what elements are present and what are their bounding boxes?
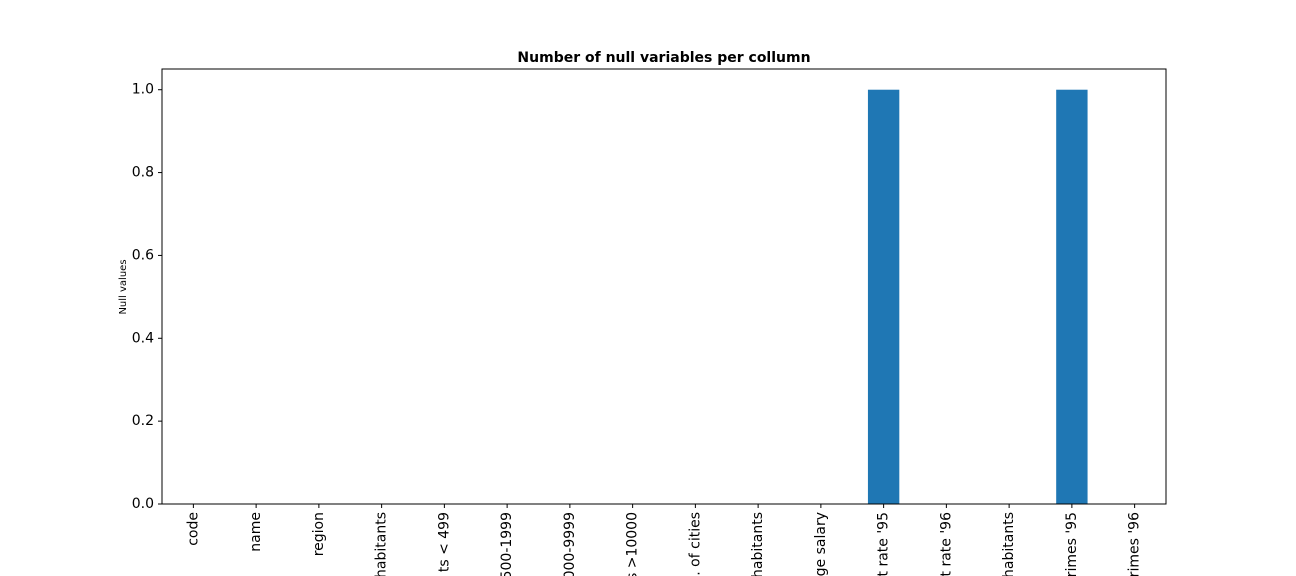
x-tick-label: name	[248, 512, 264, 552]
x-tick-label: t rate '95	[876, 512, 892, 576]
x-tick-label: code	[185, 512, 201, 546]
x-tick-label: 000-9999	[562, 512, 578, 576]
x-tick-label: t rate '96	[938, 512, 954, 576]
x-tick-label: rimes '96	[1127, 512, 1143, 576]
x-tick-label: s >10000	[625, 512, 641, 576]
y-axis-label: Null values	[118, 259, 129, 314]
x-tick-label: 500-1999	[499, 512, 515, 576]
chart-title: Number of null variables per collumn	[517, 50, 810, 66]
x-tick-label: region	[311, 512, 327, 556]
x-tick-label: . of cities	[687, 512, 703, 576]
bar	[1056, 89, 1088, 504]
x-tick-label: rimes '95	[1064, 512, 1080, 576]
x-tick-label: ts < 499	[436, 512, 452, 572]
y-tick-label: 1.0	[132, 82, 154, 98]
x-tick-label: ge salary	[813, 512, 829, 576]
y-tick-label: 0.0	[132, 496, 154, 512]
x-tick-label: habitants	[374, 512, 390, 576]
y-tick-label: 0.4	[132, 330, 154, 346]
x-tick-label: habitants	[1001, 512, 1017, 576]
y-tick-label: 0.8	[132, 165, 154, 181]
y-tick-label: 0.2	[132, 413, 154, 429]
y-tick-label: 0.6	[132, 247, 154, 263]
plot-frame	[161, 68, 1167, 505]
x-tick-label: habitants	[750, 512, 766, 576]
bar	[867, 89, 900, 504]
